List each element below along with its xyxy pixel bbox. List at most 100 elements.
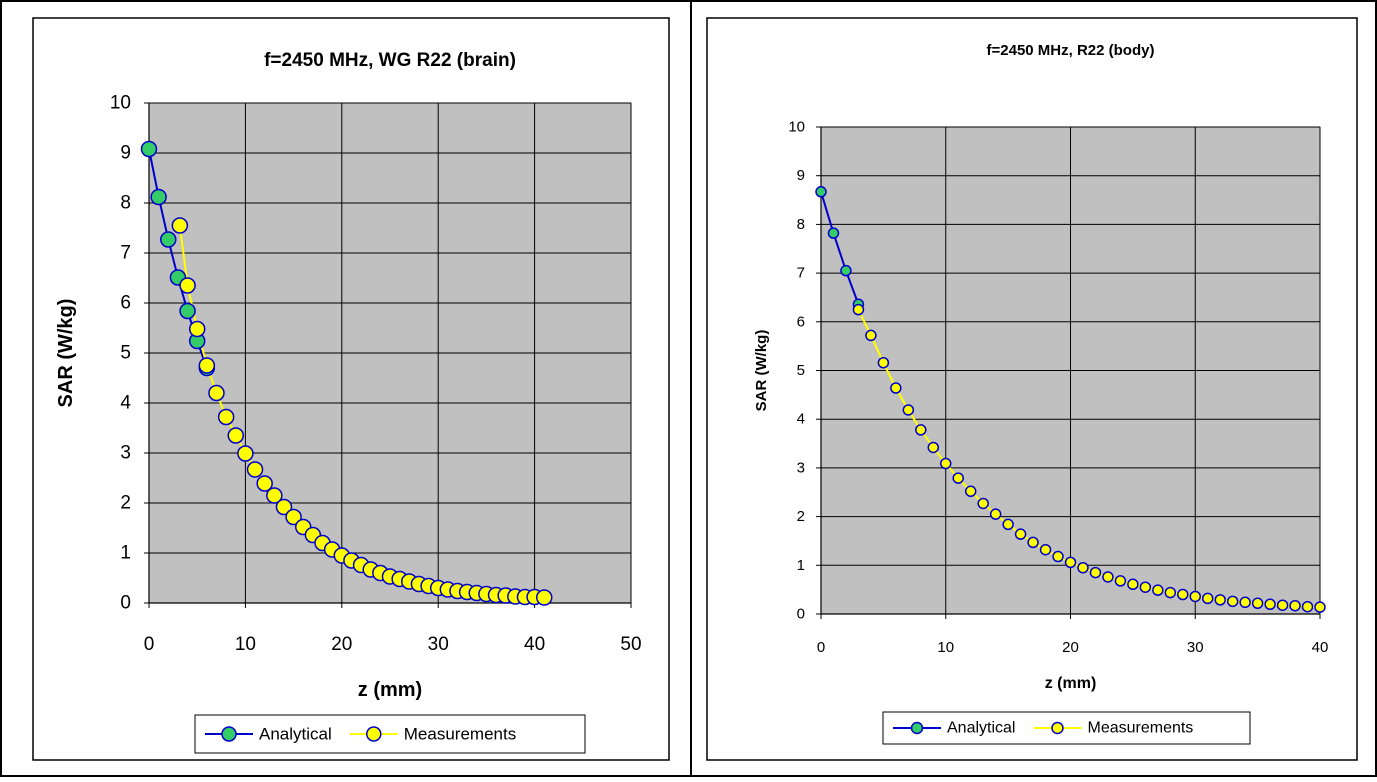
charts-layer: 0 1 2 3 4 5 6 7 8 9 10 0 10 20 30 40 50 f=2450 MHz, WG R2… — [32, 17, 1358, 761]
legend-box — [882, 711, 1251, 745]
data-point-measurements — [1102, 571, 1114, 583]
y-tick-label: 9 — [797, 167, 805, 184]
data-point-measurements — [1164, 586, 1177, 599]
data-point-measurements — [927, 441, 940, 454]
x-tick-label: 40 — [1312, 639, 1329, 656]
series-line-analytical — [820, 191, 860, 305]
x-tick-label: 40 — [524, 634, 545, 655]
data-point-measurements — [1189, 590, 1201, 603]
data-point-analytical — [179, 302, 196, 320]
data-point-measurements — [1139, 581, 1152, 593]
y-tick-label: 8 — [120, 193, 131, 214]
chart-1: 0 1 2 3 4 5 6 7 8 9 10 0 10 20 30 40 50 f=2450 MHz, WG R2… — [32, 17, 670, 761]
y-tick-label: 10 — [110, 93, 131, 114]
legend-label: Analytical — [947, 720, 1015, 737]
y-tick-label: 0 — [797, 606, 805, 623]
y-tick-label: 6 — [120, 293, 131, 314]
data-point-measurements — [915, 424, 927, 436]
data-point-analytical — [840, 264, 852, 277]
data-point-measurements — [237, 445, 254, 462]
y-tick-label: 4 — [797, 411, 805, 428]
data-point-analytical — [160, 231, 177, 248]
data-point-measurements — [1177, 588, 1189, 601]
data-point-measurements — [1226, 595, 1239, 608]
data-point-measurements — [890, 382, 902, 394]
data-point-measurements — [852, 303, 865, 316]
y-tick-label: 5 — [120, 343, 131, 364]
data-point-analytical — [815, 186, 827, 198]
data-point-analytical — [150, 188, 167, 206]
data-point-measurements — [256, 475, 273, 492]
x-axis-label: z (mm) — [358, 679, 422, 701]
x-tick-label: 10 — [937, 639, 954, 656]
data-point-measurements — [217, 408, 235, 426]
data-point-measurements — [865, 329, 877, 342]
x-tick-label: 30 — [428, 634, 449, 655]
y-axis-label: SAR (W/kg) — [753, 330, 770, 412]
data-point-measurements — [1089, 566, 1102, 579]
legend-label: Measurements — [1087, 720, 1193, 737]
data-point-measurements — [1276, 599, 1289, 611]
data-point-measurements — [227, 427, 245, 444]
data-point-measurements — [285, 508, 302, 526]
data-point-measurements — [266, 487, 283, 504]
data-point-measurements — [198, 357, 216, 374]
data-point-measurements — [902, 404, 915, 416]
data-point-measurements — [1301, 600, 1314, 613]
data-point-analytical — [140, 140, 158, 158]
data-point-measurements — [1002, 518, 1014, 531]
data-point-measurements — [1239, 596, 1251, 609]
y-tick-label: 1 — [797, 557, 805, 574]
data-point-measurements — [1039, 543, 1052, 556]
data-point-measurements — [179, 277, 196, 294]
data-point-measurements — [1152, 584, 1164, 596]
chart-title: f=2450 MHz, R22 (body) — [987, 42, 1155, 59]
x-tick-label: 0 — [817, 639, 825, 656]
chart-title: f=2450 MHz, WG R22 (brain) — [264, 50, 516, 71]
data-point-measurements — [1251, 597, 1264, 610]
y-tick-label: 4 — [120, 393, 131, 414]
data-point-measurements — [246, 461, 264, 478]
data-point-measurements — [1064, 556, 1077, 569]
data-point-measurements — [1127, 578, 1139, 591]
data-point-measurements — [535, 589, 553, 606]
data-point-measurements — [1014, 528, 1027, 540]
x-tick-label: 10 — [235, 634, 256, 655]
data-point-measurements — [275, 498, 293, 516]
data-point-measurements — [1289, 599, 1301, 612]
legend-label: Analytical — [259, 725, 332, 744]
y-tick-label: 2 — [120, 493, 131, 514]
legend-swatch-marker — [1051, 721, 1064, 735]
data-point-measurements — [208, 384, 225, 402]
data-point-measurements — [940, 457, 952, 470]
legend-label: Measurements — [404, 725, 516, 744]
data-point-analytical — [827, 227, 840, 239]
y-tick-label: 6 — [797, 313, 805, 330]
legend-swatch-marker — [910, 721, 924, 735]
data-point-measurements — [1027, 536, 1039, 549]
data-point-measurements — [171, 217, 189, 234]
data-point-measurements — [977, 497, 989, 510]
legend-swatch-marker — [366, 726, 382, 742]
data-point-measurements — [1077, 561, 1089, 574]
x-tick-label: 30 — [1187, 639, 1204, 656]
y-axis-label: SAR (W/kg) — [55, 299, 77, 408]
y-tick-label: 10 — [788, 119, 805, 136]
x-tick-label: 20 — [1062, 639, 1079, 656]
data-point-measurements — [1201, 592, 1214, 605]
data-point-measurements — [989, 508, 1002, 520]
y-tick-label: 7 — [797, 265, 805, 282]
data-point-measurements — [1114, 575, 1127, 587]
x-tick-label: 50 — [620, 634, 641, 655]
data-point-measurements — [1214, 594, 1226, 606]
y-tick-label: 3 — [797, 459, 805, 476]
data-point-measurements — [952, 472, 964, 484]
data-point-measurements — [964, 485, 977, 498]
data-point-measurements — [1052, 550, 1064, 563]
x-tick-label: 20 — [331, 634, 352, 655]
data-point-measurements — [188, 320, 206, 338]
data-point-measurements — [877, 356, 890, 369]
data-point-measurements — [1314, 601, 1326, 613]
